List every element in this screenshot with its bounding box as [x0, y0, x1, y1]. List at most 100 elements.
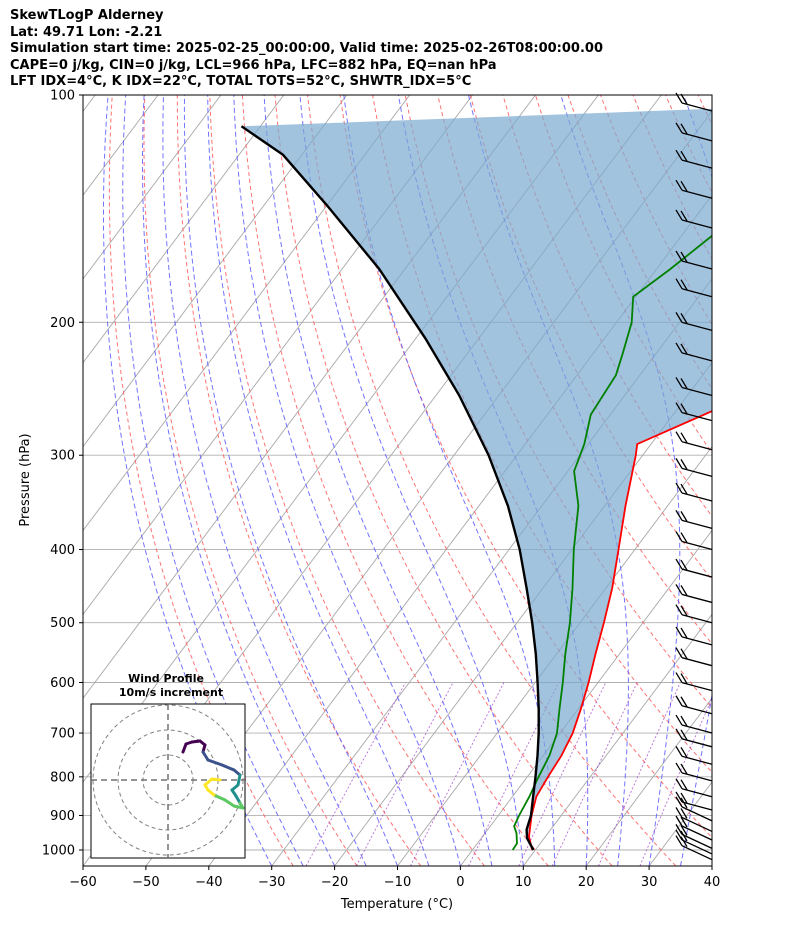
inset-title: Wind Profile [128, 672, 204, 685]
wind-barb [675, 558, 713, 578]
wind-barb [675, 778, 713, 798]
dry-adiabat [209, 95, 485, 866]
wind-barb [675, 92, 713, 112]
y-tick-label: 500 [50, 616, 75, 631]
x-tick-label: 20 [578, 875, 595, 890]
wind-barbs [675, 92, 713, 861]
isotherm-10 [522, 613, 712, 866]
y-tick-label: 800 [50, 770, 75, 785]
dry-adiabat [108, 95, 294, 866]
x-tick-label: 30 [641, 875, 658, 890]
moist-adiabat [162, 95, 367, 866]
moist-adiabat [122, 95, 304, 866]
dry-adiabat [274, 95, 613, 866]
wind-barb [675, 342, 713, 362]
moist-adiabat [142, 95, 336, 866]
y-tick-label: 700 [50, 727, 75, 742]
moist-adiabat [263, 95, 493, 866]
mixing-ratio-line [597, 682, 681, 866]
wind-barb [675, 647, 713, 667]
x-tick-label: 10 [515, 875, 532, 890]
isotherm-m100 [83, 95, 411, 532]
wind-barb [675, 745, 713, 765]
isotherm-m130 [83, 95, 222, 280]
y-tick-label: 900 [50, 809, 75, 824]
time-line: Simulation start time: 2025-02-25_00:00:… [10, 41, 603, 57]
moist-adiabat [207, 95, 430, 866]
y-tick-label: 100 [50, 89, 75, 104]
x-tick-label: −60 [69, 875, 96, 890]
inset-subtitle: 10m/s increment [119, 686, 223, 699]
dry-adiabat [372, 95, 712, 774]
axes: −60 −50 −40 −30 −20 −10 0 10 20 30 40 100 200 300 400 5… [42, 89, 720, 891]
wind-barb [675, 209, 713, 229]
wind-barb [675, 584, 713, 604]
wind-barb [675, 824, 713, 849]
x-tick-label: −20 [321, 875, 348, 890]
x-tick-label: −50 [132, 875, 159, 890]
mixing-ratio-line [305, 682, 406, 866]
hodograph-segment [203, 777, 214, 787]
wind-barb [675, 122, 713, 142]
wind-barb [675, 807, 713, 833]
wind-barb [675, 482, 713, 502]
indices-line-2: LFT IDX=4°C, K IDX=22°C, TOTAL TOTS=52°C… [10, 74, 472, 90]
wind-barb [675, 531, 713, 551]
moist-adiabat [711, 863, 712, 866]
x-tick-label: −40 [195, 875, 222, 890]
wind-barb [675, 604, 713, 624]
wind-barb [675, 149, 713, 169]
dewpoint-line [511, 234, 712, 851]
isotherm-20 [585, 697, 712, 866]
isotherm-m110 [83, 95, 348, 448]
hodograph-segment [236, 773, 242, 787]
y-tick-label: 300 [50, 449, 75, 464]
wind-barb [675, 714, 713, 734]
profile-lines [240, 108, 712, 851]
wind-barb [675, 672, 713, 692]
mixing-ratio-line [355, 682, 454, 866]
y-axis-label: Pressure (hPa) [18, 433, 33, 526]
hodograph-segment [206, 758, 224, 767]
wind-barb [675, 762, 713, 782]
isotherm-m10 [397, 445, 712, 866]
isotherm-40 [711, 865, 712, 866]
x-tick-label: 40 [704, 875, 721, 890]
wind-barb [675, 815, 713, 841]
location-line: Lat: 49.71 Lon: -2.21 [10, 24, 163, 40]
hodograph-segment [201, 750, 210, 762]
wind-barb [675, 791, 713, 811]
moist-adiabat [233, 95, 461, 866]
y-tick-label: 1000 [42, 844, 75, 859]
y-tick-label: 200 [50, 316, 75, 331]
x-tick-label: −30 [258, 875, 285, 890]
isotherm-m150 [83, 95, 96, 112]
temperature-line [528, 410, 712, 851]
cin-shading [241, 108, 712, 850]
chart-title: SkewTLogP Alderney [10, 8, 164, 23]
y-tick-label: 600 [50, 676, 75, 691]
hodograph-segment [232, 804, 245, 810]
wind-barb [675, 179, 713, 199]
moist-adiabat [299, 95, 524, 866]
dry-adiabat [241, 95, 549, 866]
wind-barb [675, 250, 713, 270]
wind-barb [675, 402, 713, 422]
moist-adiabat [343, 95, 556, 866]
hodograph-inset: Wind Profile 10m/s increment [90, 672, 246, 859]
isotherm-m120 [83, 95, 285, 364]
dry-adiabat [143, 95, 358, 866]
wind-barb [675, 458, 713, 478]
x-tick-label: −10 [384, 875, 411, 890]
wind-barb [675, 278, 713, 298]
x-axis-label: Temperature (°C) [340, 897, 453, 912]
moist-adiabat [183, 95, 398, 866]
wind-barb [675, 510, 713, 530]
x-tick-label: 0 [456, 875, 464, 890]
wind-barb [675, 835, 713, 861]
mixing-ratio-line [409, 682, 505, 866]
wind-barb [675, 626, 713, 646]
dry-adiabat [731, 95, 794, 866]
indices-line-1: CAPE=0 j/kg, CIN=0 j/kg, LCL=966 hPa, LF… [10, 57, 497, 73]
